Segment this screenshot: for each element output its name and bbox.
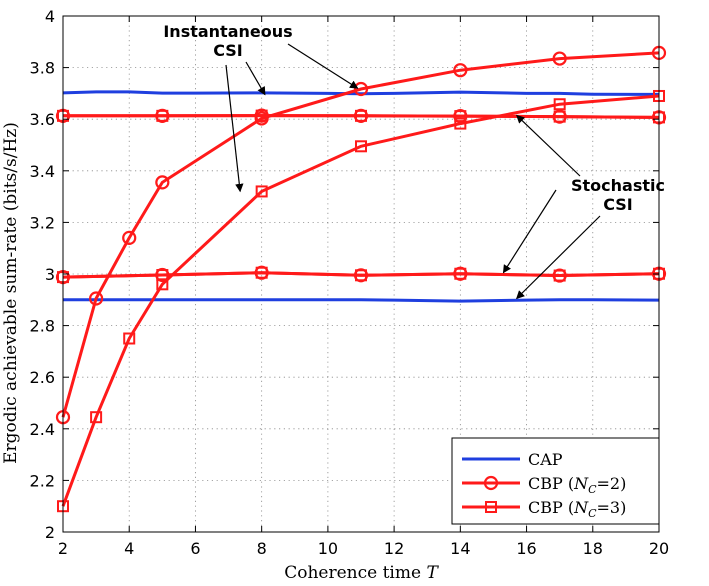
square-marker [123, 332, 136, 345]
x-tick-label: 16 [516, 539, 536, 558]
square-marker [454, 117, 467, 130]
y-tick-label: 2 [45, 523, 55, 542]
y-axis-label: Ergodic achievable sum-rate (bits/s/Hz) [1, 122, 21, 464]
circle-marker [89, 291, 104, 306]
y-tick-label: 3.6 [30, 110, 55, 129]
annotation-arrow [245, 61, 266, 96]
square-marker [255, 266, 268, 279]
y-tick-label: 3.2 [30, 213, 55, 232]
circle-marker [155, 175, 170, 190]
series-line [61, 51, 660, 418]
y-tick-label: 2.4 [30, 420, 55, 439]
square-marker [156, 109, 169, 122]
annotation-arrow [287, 43, 359, 89]
annotation-arrow [516, 215, 601, 300]
y-tick-label: 2.2 [30, 471, 55, 490]
square-marker [255, 185, 268, 198]
x-tick-label: 6 [190, 539, 200, 558]
legend: CAP CBP (NC=2)CBP (NC=3) [451, 437, 660, 525]
x-tick-label: 12 [384, 539, 404, 558]
series-line [63, 114, 660, 119]
square-marker [454, 110, 467, 123]
series-cap-stochastic [63, 298, 660, 303]
x-tick-label: 4 [124, 539, 134, 558]
y-tick-label: 2.6 [30, 368, 55, 387]
annotation-text: Stochastic [571, 176, 665, 195]
x-tick-label: 2 [58, 539, 68, 558]
circle-marker [353, 81, 369, 97]
square-marker [355, 269, 367, 282]
series-line [61, 94, 660, 507]
annotation-arrow [502, 189, 557, 274]
circle-marker [122, 230, 137, 245]
annotation-text: CSI [603, 195, 633, 214]
square-marker [485, 501, 497, 513]
x-tick-label: 8 [257, 539, 267, 558]
annotation-arrow [225, 64, 244, 193]
circle-marker [483, 475, 499, 491]
legend-entry: CAP [462, 450, 563, 469]
x-tick-label: 18 [583, 539, 603, 558]
annotation-text: Instantaneous [163, 22, 292, 41]
y-tick-label: 3 [45, 265, 55, 284]
legend-label: CAP [528, 450, 563, 469]
x-axis-label: Coherence time T [284, 563, 439, 583]
square-marker [553, 110, 566, 123]
series-line [62, 271, 660, 279]
square-marker [355, 140, 367, 153]
axis-ticks: 2 4 6 8 10 12 14 16 18 20 2 2.2 2.4 2.6 2.8 3 3.2 3.4 3.6 3… [30, 7, 670, 558]
y-tick-label: 4 [45, 7, 55, 26]
series-line [63, 298, 660, 303]
square-marker [156, 269, 169, 282]
square-marker [90, 411, 103, 424]
y-tick-label: 2.8 [30, 317, 55, 336]
annotation-text: CSI [213, 41, 243, 60]
x-axis-label-var: T [426, 563, 439, 583]
legend-entry: CBP (NC=3) [462, 498, 626, 520]
y-tick-label: 3.8 [30, 59, 55, 78]
series-cbp-n-c-3-stochastic [57, 109, 665, 124]
x-tick-label: 14 [450, 539, 470, 558]
plot-area [55, 45, 667, 513]
x-tick-label: 20 [649, 539, 669, 558]
y-tick-label: 3.4 [30, 162, 55, 181]
x-tick-label: 10 [318, 539, 338, 558]
square-marker [553, 98, 566, 111]
circle-marker [552, 51, 567, 66]
square-marker [553, 269, 566, 282]
square-marker [355, 109, 367, 122]
legend-label: CBP (NC=2) [528, 474, 626, 496]
legend-entry: CBP (NC=2) [462, 474, 626, 496]
legend-label: CBP (NC=3) [528, 498, 626, 520]
x-axis-label-text: Coherence time [284, 563, 421, 583]
series-cbp-n-c-3-stochastic-low [57, 266, 665, 284]
circle-marker [453, 63, 468, 78]
square-marker [454, 267, 467, 280]
square-marker [255, 109, 268, 122]
annotation-arrow [516, 114, 581, 177]
